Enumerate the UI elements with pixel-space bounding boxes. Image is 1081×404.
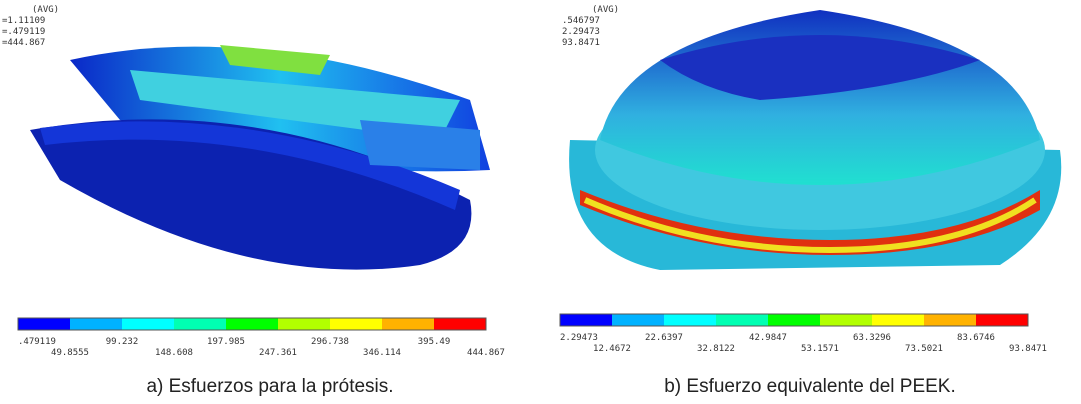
scale-label: 444.867 [467, 348, 505, 358]
scale-label: 32.8122 [697, 344, 735, 354]
header-line: =1.11109 [2, 16, 45, 26]
scale-label: 197.985 [207, 337, 245, 347]
header-line: =.479119 [2, 27, 45, 37]
scale-label: 395.49 [418, 337, 451, 347]
scale-label: 2.29473 [560, 333, 598, 343]
header-line: (AVG) [592, 5, 619, 15]
colorbar-right [560, 314, 1028, 326]
header-line: .546797 [562, 16, 600, 26]
header-line: (AVG) [32, 5, 59, 15]
figure: (AVG)=1.11109=.479119=444.867.47911949.8… [0, 0, 1081, 404]
scale-label: 83.6746 [957, 333, 995, 343]
header-line: =444.867 [2, 38, 45, 48]
scale-label: 296.738 [311, 337, 349, 347]
scale-label: 49.8555 [51, 348, 89, 358]
scale-label: 22.6397 [645, 333, 683, 343]
scale-label: 42.9847 [749, 333, 787, 343]
scale-label: 12.4672 [593, 344, 631, 354]
scale-label: 99.232 [106, 337, 139, 347]
scale-label: 53.1571 [801, 344, 839, 354]
caption: a) Esfuerzos para la prótesis. [146, 376, 393, 397]
scale-label: 73.5021 [905, 344, 943, 354]
caption: b) Esfuerzo equivalente del PEEK. [664, 376, 956, 397]
header-line: 2.29473 [562, 27, 600, 37]
model-left [30, 45, 490, 270]
scale-label: .479119 [18, 337, 56, 347]
scale-label: 346.114 [363, 348, 401, 358]
scale-label: 93.8471 [1009, 344, 1047, 354]
scale-label: 63.3296 [853, 333, 891, 343]
model-right [569, 10, 1061, 270]
colorbar-left [18, 318, 486, 330]
header-line: 93.8471 [562, 38, 600, 48]
scale-label: 247.361 [259, 348, 297, 358]
scale-label: 148.608 [155, 348, 193, 358]
